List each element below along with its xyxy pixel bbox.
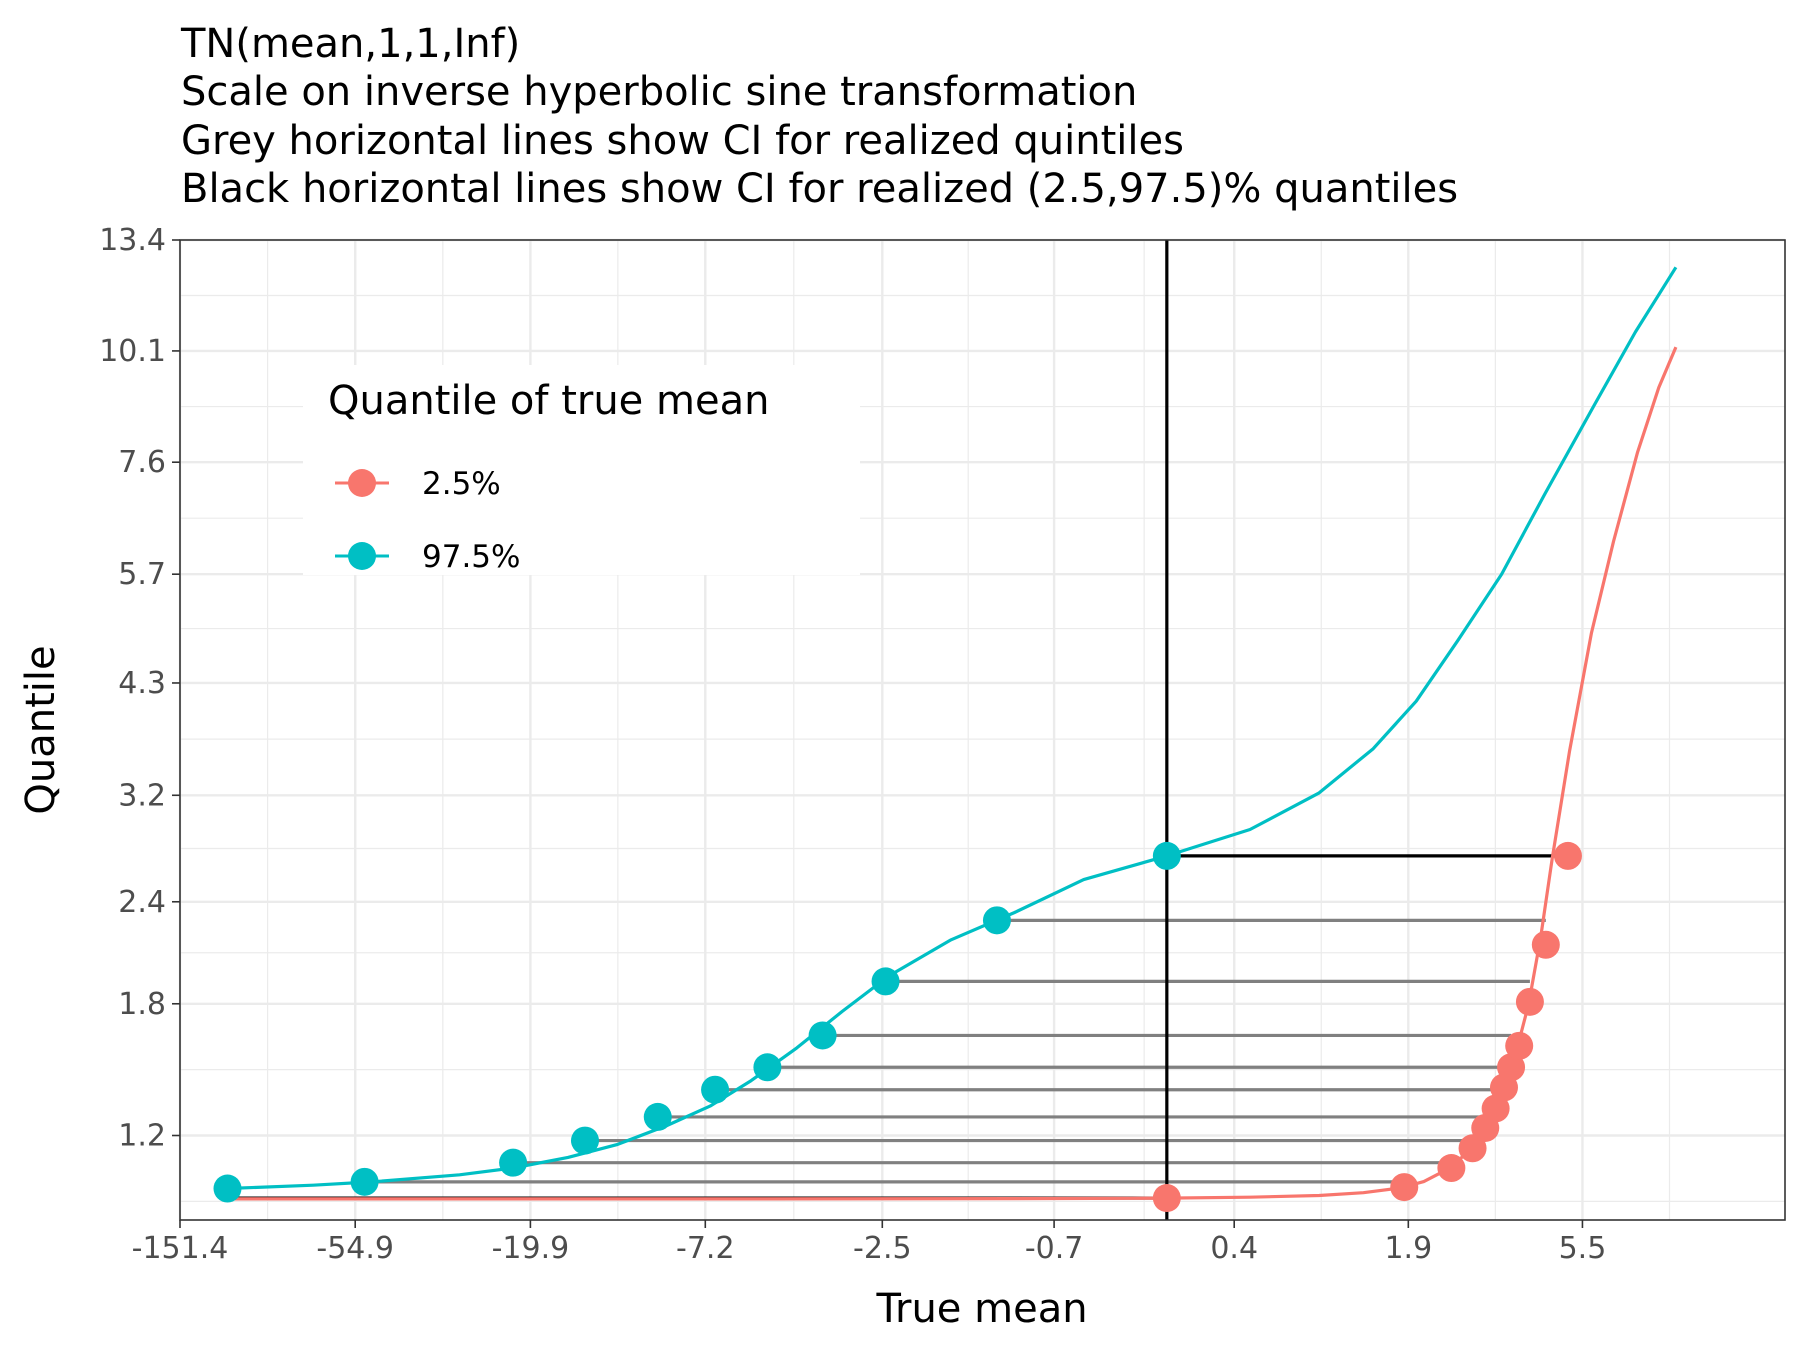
x-tick-label: -0.7 [1025,1231,1084,1266]
legend-label-2-5: 2.5% [422,466,501,502]
title-line-3: Grey horizontal lines show CI for realiz… [181,118,1184,164]
x-tick-label: -151.4 [132,1231,229,1266]
series-line [227,266,1678,1191]
data-point [753,1053,782,1082]
x-axis: -151.4 -54.9 -19.9 -7.2 -2.5 -0.7 0.4 1.9 5.5 [132,1220,1607,1266]
x-tick-label: -19.9 [492,1231,570,1266]
title-line-1: TN(mean,1,1,Inf) [180,21,520,67]
y-tick-label: 1.2 [118,1119,166,1154]
chart-title: TN(mean,1,1,Inf) Scale on inverse hyperb… [180,21,1458,212]
x-tick-label: -7.2 [676,1231,735,1266]
legend-background [303,365,860,575]
data-point [350,1167,379,1196]
y-tick-label: 2.4 [118,885,166,920]
data-point [643,1102,672,1131]
legend-title: Quantile of true mean [328,378,769,424]
y-axis-title: Quantile [18,645,64,814]
title-line-2: Scale on inverse hyperbolic sine transfo… [181,69,1137,115]
data-point [1531,930,1560,959]
y-tick-label: 3.2 [118,778,166,813]
legend-key-dot-97-5 [348,542,376,570]
data-point [701,1075,730,1104]
x-tick-label: 5.5 [1559,1231,1607,1266]
y-tick-label: 1.8 [118,987,166,1022]
data-point [808,1021,837,1050]
legend-label-97-5: 97.5% [422,539,520,575]
data-point [570,1126,599,1155]
plot-border [179,239,1786,1221]
legend-key-dot-2-5 [348,469,376,497]
y-tick-label: 5.7 [118,557,166,592]
y-tick-label: 13.4 [99,223,166,258]
data-point [499,1148,528,1177]
grid-minor [180,240,1785,1220]
data-point [213,1174,242,1203]
x-tick-label: 1.9 [1384,1231,1432,1266]
x-tick-label: 0.4 [1210,1231,1258,1266]
data-point [1152,1184,1181,1213]
data-point [1152,841,1181,870]
y-axis: 13.4 10.1 7.6 5.7 4.3 3.2 2.4 1.8 1.2 [99,223,180,1154]
y-tick-label: 10.1 [99,334,166,369]
y-tick-label: 4.3 [118,666,166,701]
plot-marks [213,240,1678,1220]
legend-entry-2-5: 2.5% [335,466,501,502]
data-point [1437,1154,1466,1183]
data-point [1390,1173,1419,1202]
data-point [1505,1031,1534,1060]
data-point [1515,987,1544,1016]
data-point [1481,1094,1510,1123]
data-point [1553,841,1582,870]
legend-entry-97-5: 97.5% [335,539,520,575]
data-point [1458,1134,1487,1163]
data-point [982,906,1011,935]
x-tick-label: -54.9 [316,1231,394,1266]
legend: Quantile of true mean 2.5% 97.5% [303,365,860,575]
x-axis-title: True mean [875,1286,1087,1332]
data-point [1497,1053,1526,1082]
title-line-4: Black horizontal lines show CI for reali… [181,166,1458,212]
data-point [871,967,900,996]
y-tick-label: 7.6 [118,445,166,480]
x-tick-label: -2.5 [853,1231,912,1266]
